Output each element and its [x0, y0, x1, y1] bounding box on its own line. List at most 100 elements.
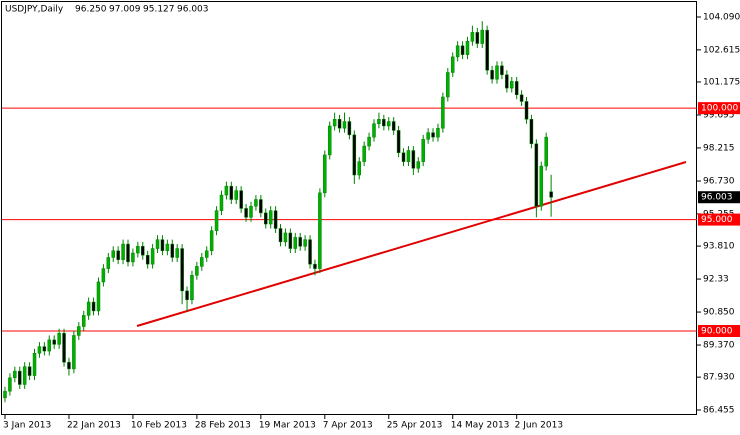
level-label: 95.000 — [701, 215, 733, 225]
candle-body — [367, 136, 371, 147]
level-box — [698, 102, 740, 115]
level-box — [698, 213, 740, 226]
candle-body — [475, 32, 480, 44]
candle-body — [239, 190, 243, 209]
current-price-label: 96.003 — [701, 193, 733, 203]
candle-body — [214, 210, 219, 231]
candle-body — [347, 121, 352, 136]
candle-body — [450, 56, 455, 73]
candle-body — [396, 130, 401, 153]
header-high: 97.009 — [109, 5, 141, 15]
candle-body — [431, 132, 435, 138]
candle-body — [165, 243, 170, 252]
candle-body — [3, 390, 7, 399]
candle-body — [249, 205, 253, 218]
candle-body — [460, 45, 465, 55]
y-tick-label: 87.930 — [703, 373, 735, 383]
candle-body — [32, 353, 37, 376]
candle-body — [175, 248, 179, 258]
header-open: 96.250 — [75, 5, 107, 15]
candle-body — [352, 134, 357, 176]
candle-body — [145, 254, 150, 265]
candle-body — [362, 145, 366, 162]
candle-body — [72, 335, 76, 370]
y-tick-label: 92.33 — [703, 275, 729, 285]
candle-body — [268, 210, 273, 225]
candle-body — [313, 263, 317, 269]
candle-body — [534, 143, 539, 207]
x-tick-label: 2 Jun 2013 — [515, 421, 563, 431]
candle-body — [155, 239, 160, 249]
candle-body — [96, 281, 101, 312]
candle-body — [308, 239, 312, 265]
candle-body — [185, 290, 189, 301]
x-tick-label: 7 Apr 2013 — [323, 421, 373, 431]
candle-body — [278, 228, 283, 243]
candle-body — [160, 239, 165, 252]
candle-body — [401, 152, 406, 162]
candle-body — [505, 74, 509, 89]
candle-body — [254, 199, 258, 207]
x-tick-label: 10 Feb 2013 — [131, 421, 187, 431]
candle-body — [465, 41, 470, 55]
y-tick-label: 89.370 — [703, 341, 735, 351]
candle-body — [200, 257, 204, 267]
candle-body — [47, 339, 52, 352]
candle-body — [37, 346, 42, 354]
candle-body — [416, 161, 421, 169]
candle-body — [342, 121, 347, 129]
candle-body — [209, 230, 214, 252]
candle-body — [441, 96, 445, 129]
candle-body — [111, 250, 115, 258]
candle-body — [67, 361, 71, 370]
candle-body — [18, 370, 22, 385]
candle-body — [519, 94, 524, 102]
plot-border — [1, 1, 697, 415]
candle-body — [273, 210, 278, 229]
candle-body — [8, 377, 12, 392]
y-tick-label: 86.455 — [703, 406, 735, 416]
candle-body — [327, 125, 332, 156]
candle-body — [136, 246, 140, 254]
candle-body — [141, 246, 145, 256]
candle-body — [62, 332, 66, 363]
candle-body — [382, 119, 386, 127]
candle-body — [57, 332, 61, 345]
y-tick-label: 98.215 — [703, 143, 735, 153]
candle-body — [524, 101, 529, 120]
candle-body — [126, 243, 130, 263]
candle-body — [116, 250, 120, 260]
candle-body — [544, 136, 548, 167]
candle-body — [101, 268, 106, 283]
candle-body — [180, 248, 184, 292]
candle-body — [131, 252, 135, 263]
candle-body — [357, 161, 361, 176]
x-tick-label: 22 Jan 2013 — [67, 421, 121, 431]
candle-body — [298, 237, 302, 247]
level-label: 90.000 — [701, 326, 733, 336]
candle-body — [332, 119, 337, 127]
candle-body — [244, 208, 248, 218]
chart-title: USDJPY,Daily — [5, 5, 64, 15]
trend-line — [136, 161, 687, 327]
candle-body — [190, 275, 194, 301]
y-tick-label: 102.615 — [703, 45, 740, 55]
y-tick-label: 96.730 — [703, 177, 735, 187]
candle-body — [91, 301, 96, 312]
candle-body — [13, 370, 17, 379]
candle-body — [549, 191, 553, 198]
candle-body — [436, 127, 440, 138]
y-tick-label: 93.810 — [703, 242, 735, 252]
candle-body — [490, 70, 494, 80]
candle-body — [293, 237, 298, 249]
candle-body — [470, 32, 475, 42]
candle-body — [485, 29, 489, 71]
candle-body — [204, 250, 209, 258]
candle-body — [539, 165, 544, 207]
candle-body — [264, 212, 268, 225]
candle-body — [229, 185, 234, 200]
x-tick-label: 19 Mar 2013 — [259, 421, 316, 431]
candle-body — [77, 326, 81, 336]
